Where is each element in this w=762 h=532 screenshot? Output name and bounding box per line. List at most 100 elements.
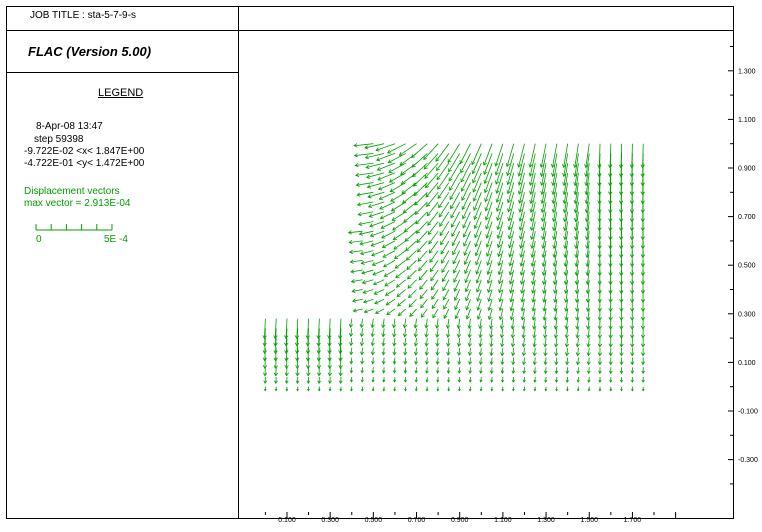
displacement-vector — [294, 318, 300, 340]
displacement-vector — [520, 289, 525, 303]
displacement-vector — [530, 231, 536, 249]
displacement-vector — [574, 260, 579, 277]
displacement-vector — [305, 318, 310, 340]
displacement-vector — [404, 386, 407, 392]
displacement-vector — [427, 211, 439, 226]
displacement-vector — [533, 386, 537, 392]
displacement-vector — [375, 143, 396, 152]
displacement-vector — [519, 231, 525, 249]
displacement-vector — [495, 163, 504, 185]
displacement-vector — [453, 279, 461, 292]
displacement-vector — [574, 270, 579, 286]
y-tick-label: 0.700 — [738, 214, 756, 221]
displacement-vector — [495, 182, 504, 203]
displacement-vector — [391, 318, 397, 329]
displacement-vector — [540, 201, 547, 223]
displacement-vector — [522, 386, 526, 392]
displacement-vector — [440, 240, 450, 255]
displacement-vector — [457, 376, 461, 383]
displacement-vector — [574, 221, 579, 241]
displacement-vector — [530, 221, 536, 240]
x-tick-label: 1.500 — [580, 517, 598, 524]
displacement-vector — [464, 260, 471, 275]
displacement-vector — [519, 269, 525, 285]
displacement-vector — [463, 250, 471, 266]
displacement-vector — [563, 211, 569, 232]
legend-panel — [6, 6, 239, 519]
displacement-vector — [575, 347, 581, 357]
displacement-vector — [355, 172, 374, 178]
displacement-vector — [552, 221, 558, 241]
displacement-vector — [564, 347, 570, 357]
displacement-vector — [457, 367, 462, 374]
displacement-vector — [485, 231, 493, 248]
x-tick-label: 0.300 — [321, 517, 339, 524]
displacement-vector — [328, 376, 332, 385]
displacement-vector — [358, 221, 374, 227]
displacement-vector — [517, 172, 525, 195]
displacement-vector — [351, 288, 363, 294]
displacement-vector — [508, 231, 515, 249]
displacement-vector — [618, 143, 624, 169]
y-tick-label: 0.500 — [738, 263, 756, 270]
legend-date: 8-Apr-08 13:47 — [36, 121, 103, 132]
displacement-vector — [460, 162, 471, 183]
displacement-vector — [508, 240, 515, 258]
displacement-vector — [509, 279, 515, 294]
displacement-vector — [584, 192, 590, 214]
displacement-vector — [414, 367, 418, 374]
displacement-vector — [482, 143, 493, 166]
legend-heading: LEGEND — [98, 87, 144, 99]
displacement-vector — [381, 230, 396, 239]
displacement-vector — [529, 182, 536, 204]
displacement-vector — [541, 250, 547, 267]
displacement-vector — [484, 201, 493, 221]
displacement-vector — [506, 153, 515, 177]
displacement-vector — [376, 162, 396, 171]
displacement-vector — [598, 386, 602, 392]
displacement-vector — [573, 182, 579, 205]
displacement-vector — [553, 308, 558, 321]
displacement-vector — [475, 279, 482, 293]
displacement-vector — [436, 386, 440, 392]
displacement-vector — [552, 250, 558, 268]
displacement-vector — [573, 201, 579, 223]
displacement-vector — [377, 182, 396, 191]
displacement-vector — [348, 240, 363, 245]
displacement-vector — [392, 347, 397, 356]
displacement-vector — [427, 221, 439, 236]
displacement-vector — [496, 201, 504, 222]
y-tick-label: -0.300 — [738, 457, 758, 464]
displacement-vector — [366, 182, 385, 189]
displacement-vector — [414, 357, 418, 365]
displacement-vector — [360, 376, 364, 383]
displacement-vector — [584, 201, 590, 223]
displacement-vector — [460, 172, 471, 192]
displacement-vector — [473, 201, 482, 221]
displacement-vector — [575, 328, 580, 339]
displacement-vector — [361, 386, 364, 392]
displacement-vector — [509, 289, 515, 303]
displacement-vector — [575, 318, 580, 330]
displacement-vector — [507, 211, 515, 231]
displacement-vector — [510, 328, 515, 339]
displacement-vector — [586, 357, 591, 366]
displacement-vector — [415, 221, 428, 234]
displacement-vector — [528, 143, 536, 168]
legend-scale-min: 0 — [36, 234, 42, 245]
displacement-vector — [452, 240, 461, 256]
displacement-vector — [479, 376, 483, 383]
displacement-vector — [487, 308, 493, 321]
displacement-vector — [494, 143, 504, 167]
displacement-vector — [407, 279, 417, 289]
displacement-vector — [371, 376, 375, 383]
displacement-vector — [408, 298, 417, 308]
displacement-vector — [495, 192, 504, 212]
displacement-vector — [349, 347, 354, 356]
displacement-vector — [405, 240, 417, 252]
displacement-vector — [640, 347, 646, 357]
displacement-vector — [511, 376, 515, 383]
displacement-vector — [479, 386, 483, 392]
displacement-vector — [462, 221, 471, 238]
